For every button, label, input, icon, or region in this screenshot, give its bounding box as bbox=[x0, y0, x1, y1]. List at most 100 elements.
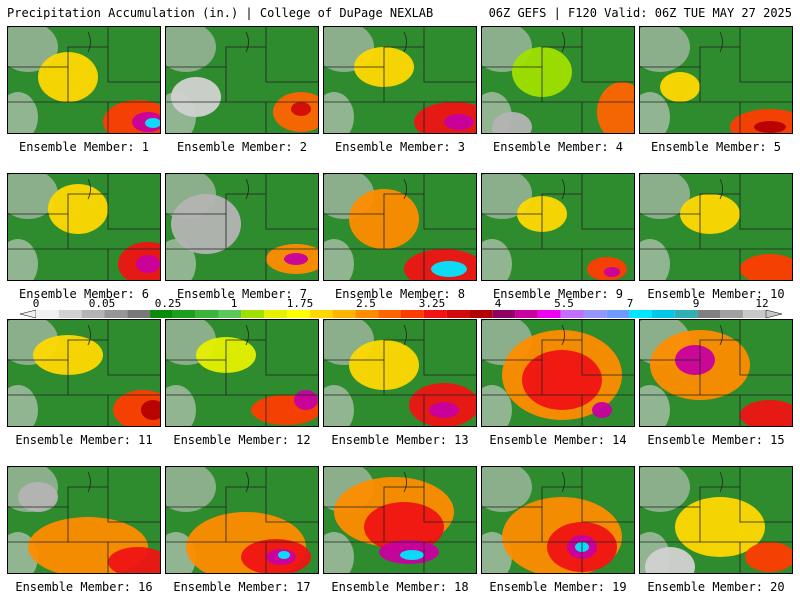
colorbar-tick-label: 1.75 bbox=[286, 297, 314, 310]
ensemble-member-label: Ensemble Member: 1 bbox=[18, 140, 150, 154]
colorbar-tick-label: 0.05 bbox=[88, 297, 116, 310]
colorbar-swatch bbox=[378, 310, 401, 318]
precipitation-field bbox=[640, 467, 792, 573]
colorbar-swatch bbox=[651, 310, 675, 318]
ensemble-member-panel: Ensemble Member: 10 bbox=[639, 173, 793, 301]
colorbar-swatch bbox=[355, 310, 379, 318]
colorbar-swatch bbox=[36, 310, 59, 318]
precipitation-map bbox=[165, 319, 319, 427]
ensemble-member-label: Ensemble Member: 8 bbox=[334, 287, 466, 301]
colorbar-tick-label: 0 bbox=[32, 297, 40, 310]
ensemble-member-label: Ensemble Member: 18 bbox=[331, 580, 469, 594]
precipitation-map bbox=[323, 319, 477, 427]
ensemble-member-panel: Ensemble Member: 13 bbox=[323, 319, 477, 447]
precipitation-map bbox=[639, 466, 793, 574]
ensemble-member-label: Ensemble Member: 9 bbox=[492, 287, 624, 301]
colorbar-swatch bbox=[583, 310, 607, 318]
ensemble-member-panel: Ensemble Member: 1 bbox=[7, 26, 161, 154]
colorbar-tick-label: 5.5 bbox=[554, 297, 574, 310]
colorbar-swatch bbox=[127, 310, 151, 318]
precipitation-field bbox=[324, 27, 476, 133]
precipitation-map bbox=[165, 173, 319, 281]
colorbar-swatch bbox=[104, 310, 128, 318]
precipitation-map bbox=[639, 173, 793, 281]
precipitation-field bbox=[8, 174, 160, 280]
precipitation-field bbox=[482, 320, 634, 426]
colorbar-swatch bbox=[743, 310, 766, 318]
colorbar-swatch bbox=[264, 310, 287, 318]
precipitation-map bbox=[323, 173, 477, 281]
precipitation-field bbox=[640, 174, 792, 280]
colorbar-tick-label: 12 bbox=[755, 297, 769, 310]
ensemble-member-panel: Ensemble Member: 14 bbox=[481, 319, 635, 447]
colorbar-swatch bbox=[401, 310, 424, 318]
ensemble-member-label: Ensemble Member: 11 bbox=[15, 433, 153, 447]
ensemble-member-label: Ensemble Member: 5 bbox=[650, 140, 782, 154]
colorbar-swatch bbox=[492, 310, 516, 318]
precipitation-field bbox=[482, 174, 634, 280]
colorbar-tick-label: 0.25 bbox=[154, 297, 182, 310]
colorbar-swatch bbox=[697, 310, 721, 318]
colorbar-swatch bbox=[58, 310, 82, 318]
ensemble-member-panel: Ensemble Member: 18 bbox=[323, 466, 477, 594]
ensemble-member-panel: Ensemble Member: 7 bbox=[165, 173, 319, 301]
ensemble-member-panel: Ensemble Member: 4 bbox=[481, 26, 635, 154]
colorbar-swatch bbox=[423, 310, 447, 318]
colorbar-swatch bbox=[720, 310, 744, 318]
precipitation-field bbox=[482, 467, 634, 573]
ensemble-member-panel: Ensemble Member: 11 bbox=[7, 319, 161, 447]
ensemble-member-panel: Ensemble Member: 12 bbox=[165, 319, 319, 447]
precipitation-map bbox=[7, 319, 161, 427]
precipitation-field bbox=[166, 467, 318, 573]
colorbar-swatch bbox=[218, 310, 242, 318]
colorbar-swatch bbox=[537, 310, 561, 318]
ensemble-member-label: Ensemble Member: 3 bbox=[334, 140, 466, 154]
precipitation-map bbox=[7, 466, 161, 574]
colorbar-tick-label: 9 bbox=[692, 297, 700, 310]
precipitation-map bbox=[481, 466, 635, 574]
precipitation-map bbox=[639, 319, 793, 427]
colorbar-min-arrow bbox=[19, 309, 37, 319]
precipitation-map bbox=[481, 173, 635, 281]
precipitation-map bbox=[481, 26, 635, 134]
colorbar-tick-label: 1 bbox=[230, 297, 238, 310]
colorbar-swatch bbox=[309, 310, 333, 318]
colorbar-swatch bbox=[629, 310, 652, 318]
colorbar-tick-label: 4 bbox=[494, 297, 502, 310]
ensemble-member-panel: Ensemble Member: 17 bbox=[165, 466, 319, 594]
ensemble-member-label: Ensemble Member: 15 bbox=[647, 433, 785, 447]
precipitation-map bbox=[639, 26, 793, 134]
map-title: Precipitation Accumulation (in.) | Colle… bbox=[7, 6, 434, 20]
colorbar-swatch bbox=[172, 310, 196, 318]
precipitation-field bbox=[8, 320, 160, 426]
colorbar-tick-label: 7 bbox=[626, 297, 634, 310]
colorbar-swatch bbox=[446, 310, 470, 318]
precipitation-field bbox=[8, 27, 160, 133]
precipitation-field bbox=[324, 320, 476, 426]
precipitation-map bbox=[165, 466, 319, 574]
ensemble-member-label: Ensemble Member: 4 bbox=[492, 140, 624, 154]
precipitation-field bbox=[166, 27, 318, 133]
precipitation-field bbox=[640, 320, 792, 426]
colorbar-swatch bbox=[515, 310, 538, 318]
colorbar-tick-label: 2.5 bbox=[356, 297, 376, 310]
ensemble-member-panel: Ensemble Member: 5 bbox=[639, 26, 793, 154]
colorbar-tick-label: 3.25 bbox=[418, 297, 446, 310]
precipitation-map bbox=[7, 26, 161, 134]
ensemble-member-panel: Ensemble Member: 16 bbox=[7, 466, 161, 594]
ensemble-member-panel: Ensemble Member: 15 bbox=[639, 319, 793, 447]
colorbar-max-arrow bbox=[765, 309, 783, 319]
colorbar-swatch bbox=[150, 310, 173, 318]
colorbar-scale bbox=[19, 309, 783, 319]
ensemble-member-panel: Ensemble Member: 9 bbox=[481, 173, 635, 301]
precipitation-map bbox=[481, 319, 635, 427]
precipitation-field bbox=[324, 174, 476, 280]
colorbar-swatch bbox=[560, 310, 584, 318]
ensemble-member-panel: Ensemble Member: 19 bbox=[481, 466, 635, 594]
ensemble-member-panel: Ensemble Member: 6 bbox=[7, 173, 161, 301]
precipitation-field bbox=[482, 27, 634, 133]
precipitation-map bbox=[165, 26, 319, 134]
ensemble-member-label: Ensemble Member: 2 bbox=[176, 140, 308, 154]
colorbar-swatch bbox=[81, 310, 105, 318]
colorbar-swatch bbox=[606, 310, 630, 318]
